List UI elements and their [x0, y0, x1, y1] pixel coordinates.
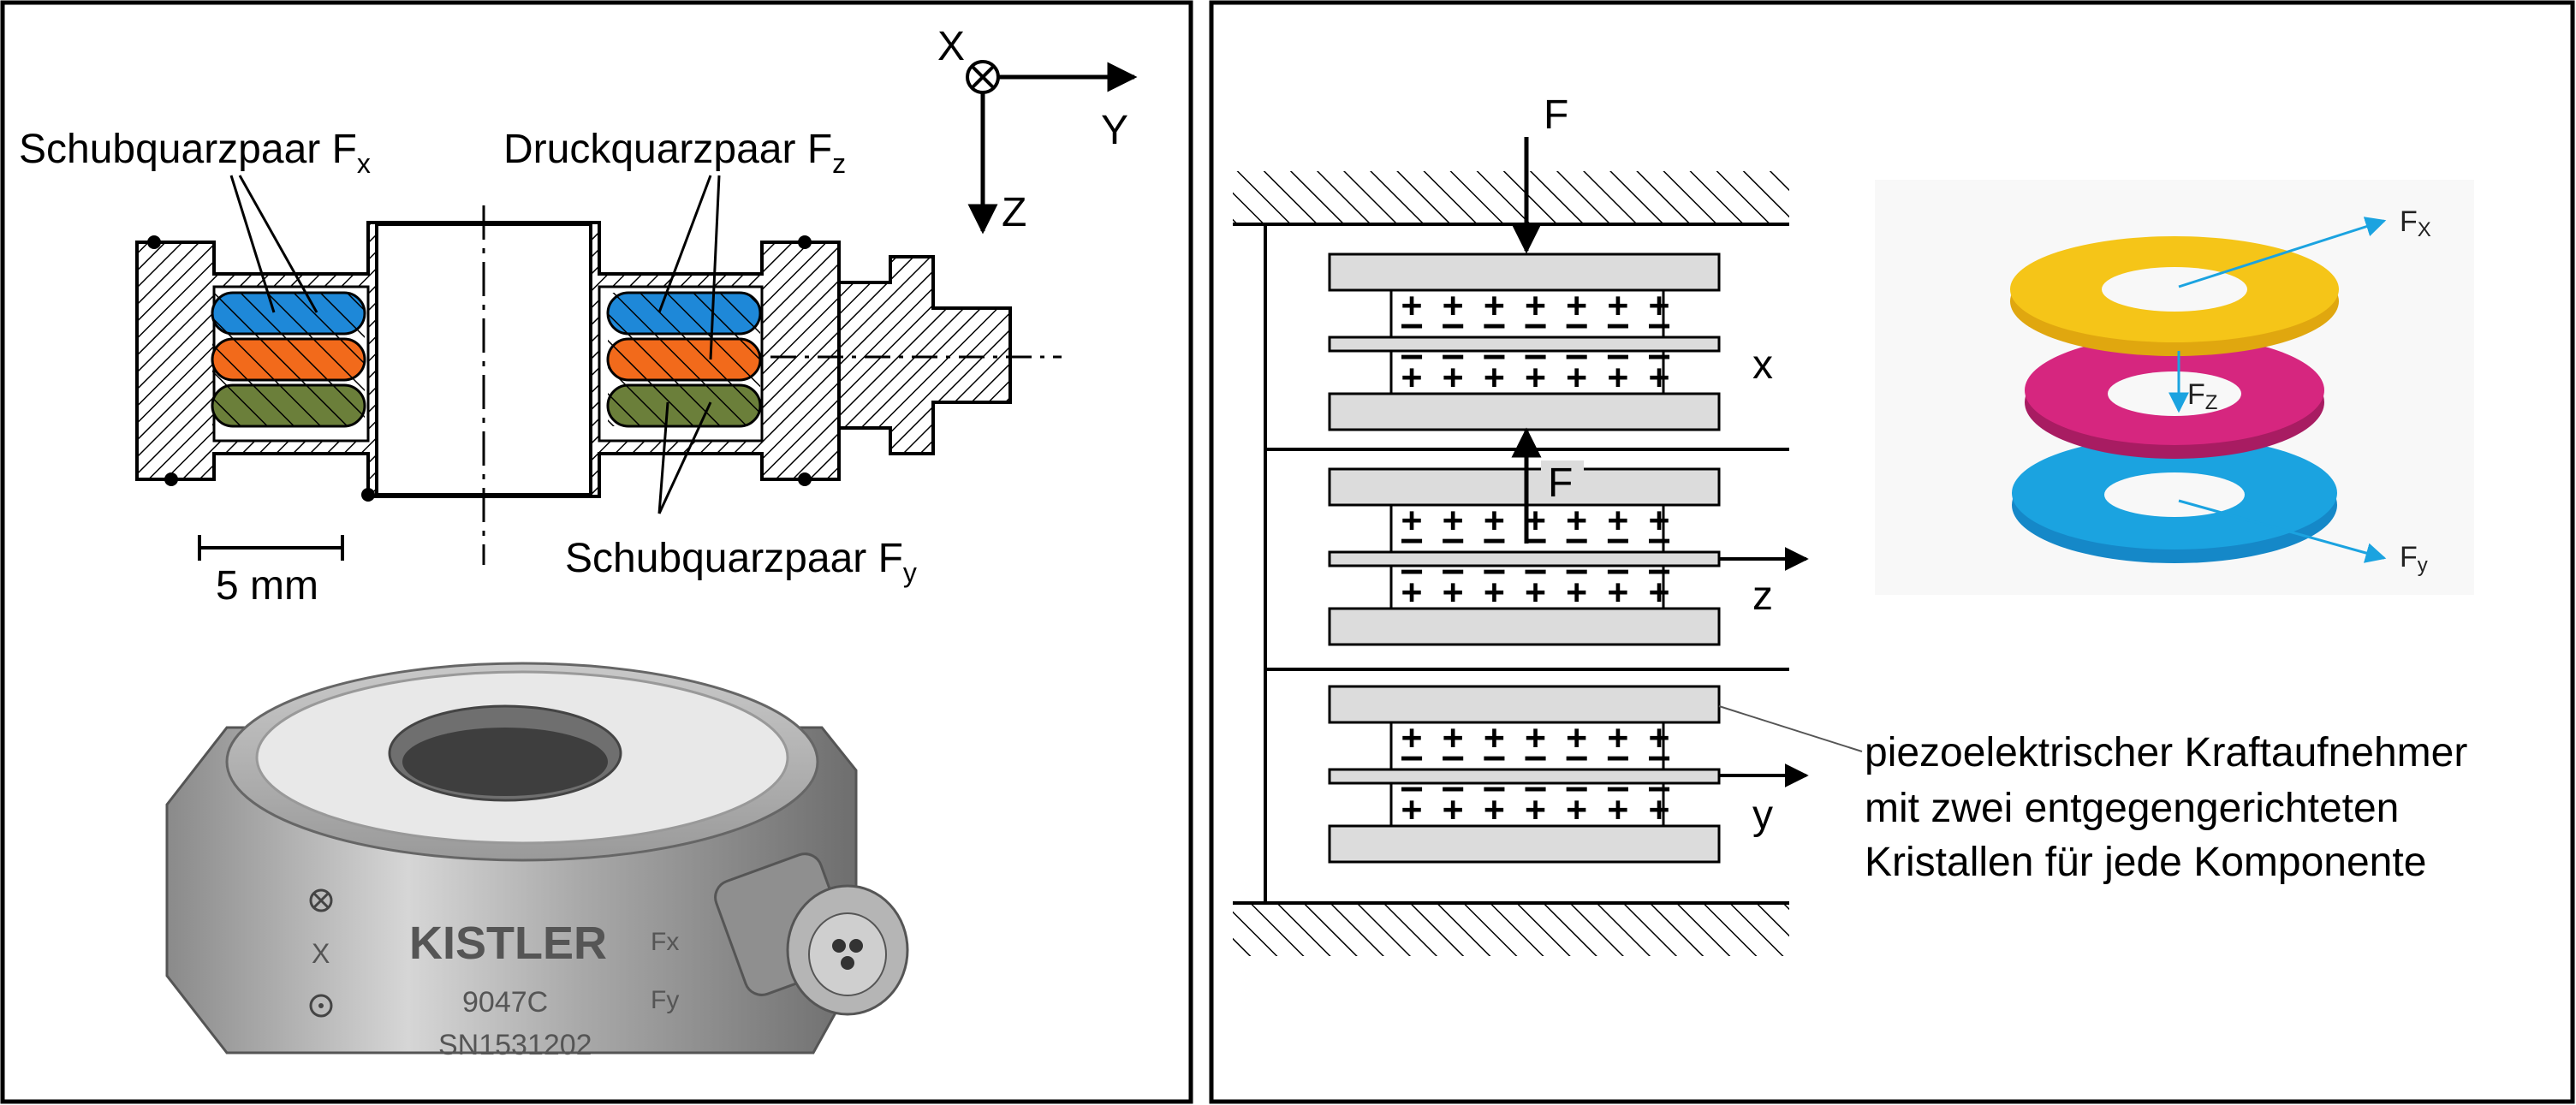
charge-plus-z2: + + + + + + + — [1401, 573, 1669, 612]
axis-label-x: x — [1752, 342, 1773, 388]
force-mid-label: F — [1548, 460, 1573, 506]
serial-text: SN1531202 — [438, 1029, 592, 1061]
left-panel-frame — [0, 0, 1193, 1104]
connector-photo — [714, 853, 909, 1016]
side-x-text: X — [312, 938, 330, 969]
axis-z-label: Z — [1002, 190, 1026, 235]
description-line-2: mit zwei entgegengerichteten — [1865, 786, 2399, 831]
side-fx-text: Fx — [651, 928, 679, 956]
force-top-label: F — [1544, 92, 1568, 138]
dot-marking-icon — [309, 994, 333, 1018]
charge-minus-z2: — — — — — — — — [1401, 550, 1670, 590]
model-text: 9047C — [462, 986, 548, 1019]
label-schub-fx: Schubquarzpaar Fx — [19, 127, 371, 179]
charge-minus-x1: — — — — — — — — [1401, 305, 1670, 344]
kistler-sensor-photo — [165, 662, 909, 1055]
scale-label: 5 mm — [216, 563, 318, 609]
description-line-1: piezoelektrischer Kraftaufnehmer — [1865, 730, 2467, 775]
charge-minus-z1: — — — — — — — — [1401, 520, 1670, 559]
axis-x-label: X — [937, 24, 965, 69]
ring-label-fy: Fy — [2400, 541, 2428, 577]
charge-plus-z1: + + + + + + + — [1401, 501, 1669, 540]
ring-label-fx: FX — [2400, 205, 2431, 241]
charge-minus-x2: — — — — — — — — [1401, 336, 1670, 375]
charge-plus-x2: + + + + + + + — [1401, 358, 1669, 397]
ring-stack — [1875, 180, 2474, 595]
description-line-3: Kristallen für jede Komponente — [1865, 840, 2426, 885]
axis-y-label: Y — [1101, 108, 1128, 153]
charge-minus-y2: — — — — — — — — [1401, 768, 1670, 807]
right-panel-frame — [1209, 0, 2575, 1104]
x-marking-icon — [309, 888, 333, 912]
charge-plus-y1: + + + + + + + — [1401, 718, 1669, 757]
side-fy-text: Fy — [651, 986, 679, 1014]
label-druck-fz: Druckquarzpaar Fz — [503, 127, 846, 179]
brand-text: KISTLER — [409, 918, 607, 969]
leader-lines-left — [229, 175, 721, 514]
plate-stack-y — [1328, 685, 1721, 864]
description-leader — [1718, 705, 1863, 752]
label-schub-fy: Schubquarzpaar Fy — [565, 536, 917, 588]
charge-plus-x1: + + + + + + + — [1401, 286, 1669, 325]
charge-plus-y2: + + + + + + + — [1401, 790, 1669, 829]
axis-label-z: z — [1752, 573, 1773, 619]
description-text: piezoelektrischer Kraftaufnehmer mit zwe… — [1865, 730, 2467, 885]
plate-stack-x — [1328, 252, 1721, 431]
scale-bar — [198, 535, 344, 561]
ring-label-fz: FZ — [2187, 378, 2217, 414]
axis-label-y: y — [1752, 793, 1773, 838]
axis-triad — [966, 60, 1138, 235]
sensor-cross-section — [135, 205, 1062, 565]
charge-minus-y1: — — — — — — — — [1401, 737, 1670, 776]
